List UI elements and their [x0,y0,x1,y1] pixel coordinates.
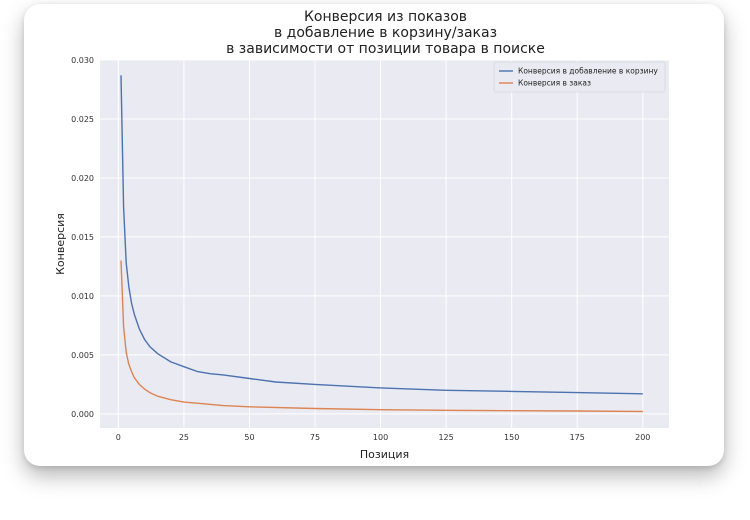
y-axis-label: Конверсия [54,213,67,275]
x-tick-label: 0 [116,433,121,442]
plot-area [100,60,669,428]
y-tick-label: 0.010 [71,292,94,301]
x-tick-label: 100 [373,433,388,442]
y-tick-label: 0.000 [71,410,94,419]
y-tick-label: 0.005 [71,351,94,360]
x-tick-label: 175 [570,433,585,442]
chart-title-line: в зависимости от позиции товара в поиске [226,41,545,57]
y-tick-label: 0.025 [71,115,94,124]
chart-title-line: в добавление в корзину/заказ [274,25,497,41]
series-line-2 [120,260,643,413]
x-tick-label: 25 [179,433,189,442]
chart-card: Конверсия из показов в добавление в корзи… [24,4,724,466]
y-tick-label: 0.020 [71,174,94,183]
legend-label: Конверсия в заказ [518,79,591,88]
x-tick-label: 150 [504,433,519,442]
x-tick-label: 125 [438,433,453,442]
series-line-1 [120,75,643,395]
y-tick-label: 0.030 [71,56,94,65]
chart-title-line: Конверсия из показов [304,9,467,25]
x-tick-label: 200 [635,433,650,442]
x-tick-label: 50 [244,433,254,442]
legend-label: Конверсия в добавление в корзину [518,67,658,76]
legend-box [493,61,666,93]
y-tick-label: 0.015 [71,233,94,242]
x-axis-label: Позиция [360,448,409,461]
x-tick-label: 75 [310,433,320,442]
